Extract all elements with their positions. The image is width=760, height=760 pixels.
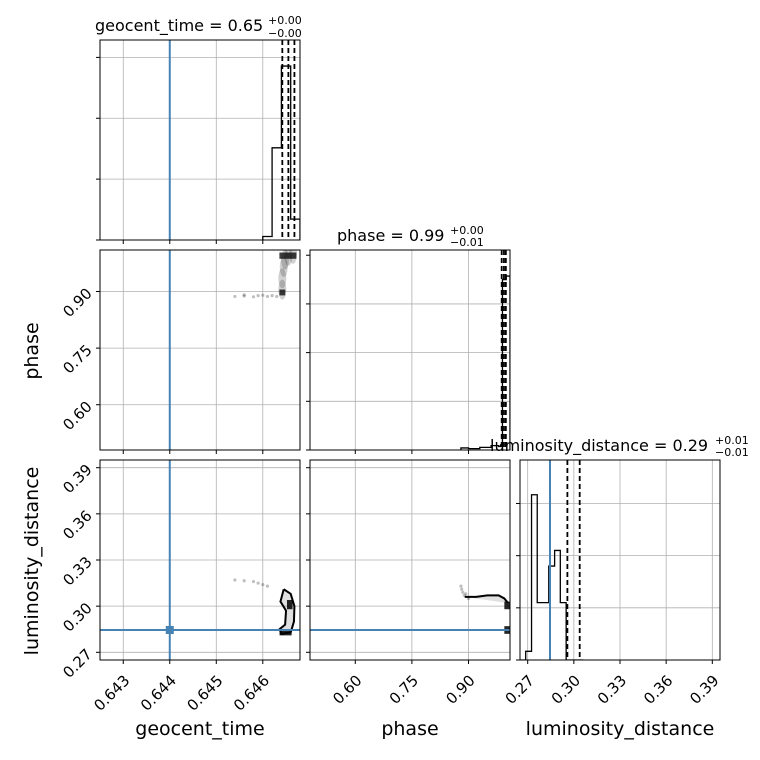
geocent-vs-ld-sample-point-0 [233, 578, 237, 582]
geocent-vs-ld-sample-point-5 [265, 584, 270, 588]
geocent-time-title-minus: −0.00 [268, 27, 302, 40]
geocent-vs-ld-ytick-label-1: 0.30 [59, 599, 95, 635]
geocent-vs-ld-sample-point-1 [242, 579, 246, 583]
geocent-vs-phase-ytick-label-0: 0.60 [59, 398, 95, 434]
ld-hist-xtick-label-3: 0.36 [640, 672, 676, 708]
geocent-vs-ld-xtick-label-0: 0.643 [90, 672, 133, 715]
luminosity-distance-title-plus: +0.01 [715, 434, 749, 447]
phase-vs-ld-content [310, 584, 510, 634]
phase-title-minus: −0.01 [450, 236, 484, 249]
geocent-vs-ld-ytick-label-3: 0.36 [59, 507, 95, 543]
geocent-vs-phase-sample-point-8 [261, 293, 265, 297]
geocent-vs-phase-sample-point-0 [233, 294, 237, 299]
geocent-vs-phase-content [168, 250, 298, 450]
geocent-vs-phase-sample-point-5 [270, 294, 274, 298]
phase-vs-ld-xtick-label-1: 0.75 [386, 672, 422, 708]
geocent-vs-phase-sample-point-1 [242, 294, 246, 298]
ld-hist-histogram [520, 494, 584, 660]
geocent-vs-ld-ytick-label-0: 0.27 [59, 645, 95, 681]
geocent-vs-ld-density-block-1 [279, 629, 292, 636]
ld-hist-xtick-label-1: 0.30 [548, 672, 584, 708]
geocent-vs-ld-ytick-label-4: 0.39 [59, 461, 95, 497]
ld-hist-xtick-label-0: 0.27 [502, 672, 538, 708]
geocent-vs-phase-density-core-1 [279, 252, 297, 259]
y-axis-label-luminosity-distance: luminosity_distance [21, 467, 43, 656]
geocent-vs-phase-sample-point-3 [256, 294, 260, 298]
geocent-vs-ld-frame [99, 459, 301, 661]
geocent-vs-ld-sample-point-3 [256, 581, 260, 585]
geocent-vs-phase-sample-point-7 [242, 293, 246, 297]
phase-vs-ld-density-block-0 [504, 601, 510, 610]
phase-title: phase = 0.99 [337, 226, 444, 245]
geocent-vs-ld-xtick-label-1: 0.644 [137, 672, 180, 715]
geocent-vs-phase-density-1 [278, 268, 287, 289]
phase-vs-ld-xtick-label-2: 0.90 [442, 672, 478, 708]
ld-hist-xtick-label-4: 0.39 [686, 672, 722, 708]
phase-vs-ld-sample-point-0 [459, 584, 463, 588]
geocent-time-title-plus: +0.00 [268, 14, 302, 27]
ld-hist-frame [519, 459, 721, 661]
geocent-hist-frame [99, 39, 301, 241]
geocent-vs-phase-ytick-label-2: 0.90 [59, 284, 95, 320]
geocent-vs-phase-sample-point-2 [251, 295, 256, 299]
geocent-vs-phase-density-core-0 [279, 289, 286, 296]
ld-hist-xtick-label-2: 0.33 [594, 672, 630, 708]
x-axis-label-luminosity-distance: luminosity_distance [526, 718, 715, 740]
y-axis-label-phase: phase [21, 322, 43, 379]
geocent-vs-ld-density-block-0 [286, 600, 293, 610]
phase-vs-ld-contour [464, 594, 509, 604]
geocent-vs-ld-sample-point-4 [261, 583, 265, 587]
x-axis-label-geocent-time: geocent_time [135, 718, 264, 740]
geocent-vs-phase-density-2 [279, 256, 288, 277]
geocent-vs-ld-content [100, 460, 300, 660]
geocent-time-title: geocent_time = 0.65 [95, 16, 263, 36]
x-axis-label-phase: phase [381, 718, 438, 740]
phase-vs-ld-sample-point-2 [461, 590, 465, 594]
phase-hist-frame [309, 249, 511, 451]
phase-vs-ld-xtick-label-0: 0.60 [329, 672, 365, 708]
geocent-vs-phase-ytick-label-1: 0.75 [59, 341, 95, 377]
geocent-vs-phase-sample-point-4 [265, 294, 270, 299]
phase-vs-ld-sample-point-1 [460, 587, 464, 591]
geocent-vs-ld-ytick-label-2: 0.33 [59, 553, 95, 589]
geocent-vs-ld-xtick-label-3: 0.646 [230, 672, 273, 715]
geocent-vs-phase-sample-point-6 [275, 294, 279, 299]
phase-title-plus: +0.00 [450, 224, 484, 237]
geocent-hist-histogram [262, 65, 300, 240]
geocent-vs-ld-truth-marker [165, 626, 174, 634]
phase-vs-ld-sample-point-4 [464, 592, 468, 596]
phase-vs-ld-frame [309, 459, 511, 661]
luminosity-distance-title-minus: −0.01 [715, 446, 749, 459]
geocent-vs-ld-sample-point-2 [251, 579, 256, 584]
geocent-vs-phase-frame [99, 249, 301, 451]
geocent-vs-ld-contour [278, 588, 296, 635]
luminosity-distance-title: luminosity_distance = 0.29 [490, 436, 708, 456]
geocent-vs-ld-xtick-label-2: 0.645 [183, 672, 226, 715]
